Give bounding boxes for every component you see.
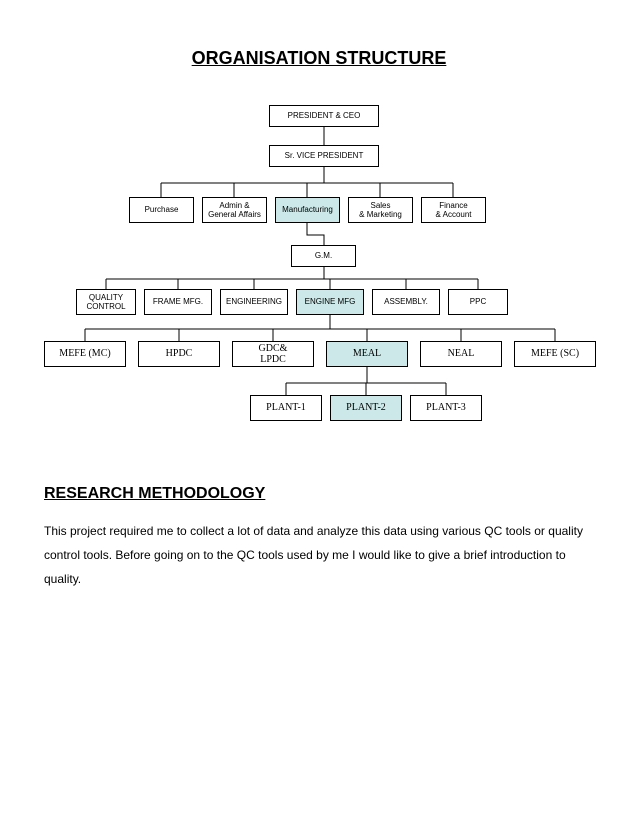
org-node-svp: Sr. VICE PRESIDENT	[269, 145, 379, 167]
org-node-sal: Sales& Marketing	[348, 197, 413, 223]
org-node-fin: Finance& Account	[421, 197, 486, 223]
org-node-fm: FRAME MFG.	[144, 289, 212, 315]
org-node-p1: PLANT-1	[250, 395, 322, 421]
section-title: RESEARCH METHODOLOGY	[44, 485, 594, 503]
org-node-eng: ENGINEERING	[220, 289, 288, 315]
org-node-gdc: GDC&LPDC	[232, 341, 314, 367]
org-node-hpdc: HPDC	[138, 341, 220, 367]
org-node-pur: Purchase	[129, 197, 194, 223]
org-node-mefemc: MEFE (MC)	[44, 341, 126, 367]
body-paragraph: This project required me to collect a lo…	[44, 519, 594, 591]
org-node-p3: PLANT-3	[410, 395, 482, 421]
page-title: ORGANISATION STRUCTURE	[44, 48, 594, 69]
org-node-emfg: ENGINE MFG	[296, 289, 364, 315]
org-node-qc: QUALITYCONTROL	[76, 289, 136, 315]
org-node-pres: PRESIDENT & CEO	[269, 105, 379, 127]
org-node-neal: NEAL	[420, 341, 502, 367]
org-node-ppc: PPC	[448, 289, 508, 315]
org-node-p2: PLANT-2	[330, 395, 402, 421]
org-chart: PRESIDENT & CEO Sr. VICE PRESIDENT Purchas…	[44, 97, 604, 457]
org-node-adm: Admin &General Affairs	[202, 197, 267, 223]
org-node-asm: ASSEMBLY.	[372, 289, 440, 315]
org-node-mefesc: MEFE (SC)	[514, 341, 596, 367]
org-node-gm: G.M.	[291, 245, 356, 267]
org-node-mfg: Manufacturing	[275, 197, 340, 223]
org-node-meal: MEAL	[326, 341, 408, 367]
